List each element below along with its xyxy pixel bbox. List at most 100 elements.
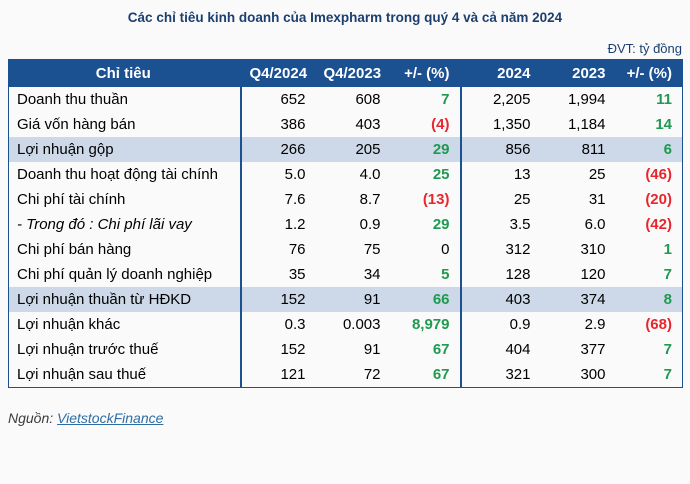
table-header-row: Chỉ tiêu Q4/2024 Q4/2023 +/- (%) 2024 20… [8,59,683,87]
value-cell: 3.5 [509,216,531,233]
table-row: Lợi nhuận sau thuế 121 72 67 321 300 7 [8,362,683,388]
value-cell: 1,994 [567,91,606,108]
table-row: Chi phí quản lý doanh nghiệp 35 34 5 128 120 7 [8,262,683,287]
kpi-table: Chỉ tiêu Q4/2024 Q4/2023 +/- (%) 2024 20… [8,59,683,388]
row-label: Lợi nhuận sau thuế [8,362,242,388]
table-body: Doanh thu thuần 652 608 7 2,205 1,994 11 Giá vố… [8,87,683,388]
row-label: Chi phí bán hàng [8,237,242,262]
pct-change-cell: 67 [390,337,462,362]
value-cell: 374 [540,287,616,312]
value-cell: 75 [363,241,381,258]
row-label: Doanh thu hoạt động tài chính [8,162,242,187]
value-cell: 6.0 [584,216,606,233]
pct-change-cell: 7 [663,341,672,358]
col-header-q4-2024: Q4/2024 [240,59,316,87]
value-cell: 652 [280,91,306,108]
pct-change-cell: (42) [645,216,672,233]
pct-change-cell: 0 [390,237,462,262]
value-cell: 0.003 [342,316,381,333]
pct-change-cell: 29 [390,212,462,237]
pct-change-cell: 6 [615,137,683,162]
value-cell: 0.3 [284,316,306,333]
value-cell: 300 [580,366,606,383]
value-cell: 152 [280,341,306,358]
row-label: Chi phí quản lý doanh nghiệp [8,262,242,287]
row-label: Lợi nhuận gộp [8,137,242,162]
value-cell: 404 [505,341,531,358]
pct-change-cell: (20) [645,191,672,208]
pct-change-cell: 66 [390,287,462,312]
pct-change-cell: 8,979 [390,312,462,337]
source-line: Nguồn: VietstockFinance [8,410,682,426]
value-cell: 8.7 [359,191,381,208]
row-label: Lợi nhuận trước thuế [8,337,242,362]
value-cell: 121 [280,366,306,383]
pct-change-cell: 14 [655,116,672,133]
value-cell: 25 [513,191,531,208]
value-cell: 76 [288,241,306,258]
value-cell: 310 [580,241,606,258]
value-cell: 321 [505,366,531,383]
col-header-criteria: Chỉ tiêu [8,59,242,87]
pct-change-cell: 29 [390,137,462,162]
value-cell: 5.0 [284,166,306,183]
value-cell: 91 [363,341,381,358]
col-header-pct-year: +/- (%) [615,59,683,87]
table-row: Lợi nhuận gộp 266 205 29 856 811 6 [8,137,683,162]
row-label: Giá vốn hàng bán [8,112,242,137]
table-row: Chi phí bán hàng 76 75 0 312 310 1 [8,237,683,262]
value-cell: 34 [363,266,381,283]
row-label: Chi phí tài chính [8,187,242,212]
table-row: Lợi nhuận trước thuế 152 91 67 404 377 7 [8,337,683,362]
value-cell: 128 [505,266,531,283]
value-cell: 403 [460,287,541,312]
pct-change-cell: 7 [663,266,672,283]
row-label: Lợi nhuận thuần từ HĐKD [8,287,242,312]
value-cell: 266 [240,137,316,162]
value-cell: 0.9 [359,216,381,233]
value-cell: 1,350 [492,116,531,133]
figure-title: Các chỉ tiêu kinh doanh của Imexpharm tr… [127,10,563,25]
col-header-2023: 2023 [540,59,616,87]
value-cell: 2,205 [492,91,531,108]
value-cell: 377 [580,341,606,358]
pct-change-cell: (68) [645,316,672,333]
table-row: Chi phí tài chính 7.6 8.7 (13) 25 31 (20) [8,187,683,212]
value-cell: 205 [315,137,391,162]
col-header-q4-2023: Q4/2023 [315,59,391,87]
value-cell: 2.9 [584,316,606,333]
value-cell: 856 [460,137,541,162]
table-row: Lợi nhuận khác 0.3 0.003 8,979 0.9 2.9 (68) [8,312,683,337]
value-cell: 152 [240,287,316,312]
pct-change-cell: 25 [390,162,462,187]
table-row: - Trong đó : Chi phí lãi vay 1.2 0.9 29 3.5 6… [8,212,683,237]
value-cell: 4.0 [359,166,381,183]
value-cell: 13 [513,166,531,183]
col-header-2024: 2024 [460,59,541,87]
col-header-pct-quarter: +/- (%) [390,59,462,87]
table-row: Doanh thu hoạt động tài chính 5.0 4.0 25 13 2… [8,162,683,187]
value-cell: 31 [588,191,606,208]
value-cell: 386 [280,116,306,133]
value-cell: 1.2 [284,216,306,233]
pct-change-cell: 8 [615,287,683,312]
value-cell: 72 [363,366,381,383]
value-cell: 312 [505,241,531,258]
pct-change-cell: 7 [390,87,462,112]
value-cell: 91 [315,287,391,312]
table-row: Giá vốn hàng bán 386 403 (4) 1,350 1,184 14 [8,112,683,137]
value-cell: 120 [580,266,606,283]
pct-change-cell: 1 [663,241,672,258]
value-cell: 25 [588,166,606,183]
unit-label: ĐVT: tỷ đồng [607,41,682,56]
value-cell: 403 [355,116,381,133]
figure: Các chỉ tiêu kinh doanh của Imexpharm tr… [8,10,683,426]
source-link[interactable]: VietstockFinance [57,410,164,426]
value-cell: 35 [288,266,306,283]
row-label: Lợi nhuận khác [8,312,242,337]
pct-change-cell: 67 [390,362,462,388]
pct-change-cell: 7 [663,366,672,383]
row-label: Doanh thu thuần [8,87,242,112]
value-cell: 811 [540,137,616,162]
source-label: Nguồn: [8,410,54,426]
